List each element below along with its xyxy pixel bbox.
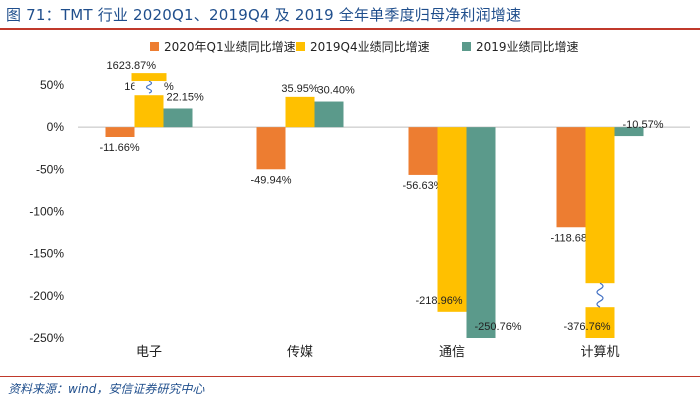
legend-label: 2019业绩同比增速 <box>476 40 579 54</box>
bar <box>285 96 315 128</box>
x-category-label: 通信 <box>439 345 465 360</box>
x-category-label: 计算机 <box>580 345 619 360</box>
bar <box>256 127 286 170</box>
data-label: -376.76% <box>564 321 611 333</box>
y-tick-label: -200% <box>29 289 64 303</box>
data-label: -49.94% <box>251 174 292 186</box>
data-label: 1623.87% <box>107 60 157 72</box>
y-tick-label: 50% <box>40 78 64 92</box>
data-label: 22.15% <box>167 91 205 103</box>
bar <box>314 101 344 128</box>
chart: 50% 0% -50% -100% -150% -200% -250% 2020年Q1业绩同比… <box>29 40 690 360</box>
legend-label: 2019Q4业绩同比增速 <box>310 40 430 54</box>
data-label: -10.57% <box>623 119 664 131</box>
data-label: 30.40% <box>318 85 356 97</box>
data-label: -250.76% <box>475 321 522 333</box>
footer-divider <box>0 376 700 377</box>
legend-swatch <box>296 42 305 51</box>
bar-break-gap <box>134 81 164 96</box>
x-category-label: 电子 <box>136 345 162 360</box>
data-label: -11.66% <box>100 142 140 154</box>
break-spring-icon <box>596 282 604 308</box>
bar <box>556 127 586 228</box>
data-label: -56.63% <box>403 180 444 192</box>
title-divider <box>0 28 700 30</box>
legend-swatch <box>462 42 471 51</box>
bar <box>466 127 496 339</box>
y-tick-label: 0% <box>47 120 65 134</box>
legend-swatch <box>150 42 159 51</box>
bar-break-cap <box>131 73 167 82</box>
bar <box>134 95 164 128</box>
bar <box>105 127 135 137</box>
bar <box>437 127 467 312</box>
y-tick-label: -250% <box>29 331 64 345</box>
data-label: 35.95% <box>281 83 319 95</box>
data-label: -218.96% <box>416 295 463 307</box>
data-label: -118.68% <box>551 232 597 244</box>
source-note: 资料来源：wind，安信证券研究中心 <box>8 382 205 396</box>
page-title: 图 71：TMT 行业 2020Q1、2019Q4 及 2019 全年单季度归母… <box>6 6 522 24</box>
x-category-label: 传媒 <box>287 345 313 360</box>
y-tick-label: -100% <box>29 205 64 219</box>
y-tick-label: -50% <box>36 162 64 176</box>
bar <box>163 108 193 128</box>
bar <box>408 127 438 175</box>
y-tick-label: -150% <box>29 247 64 261</box>
bar <box>614 127 644 137</box>
legend-label: 2020年Q1业绩同比增速 <box>164 40 296 54</box>
break-spring-icon <box>145 80 153 94</box>
